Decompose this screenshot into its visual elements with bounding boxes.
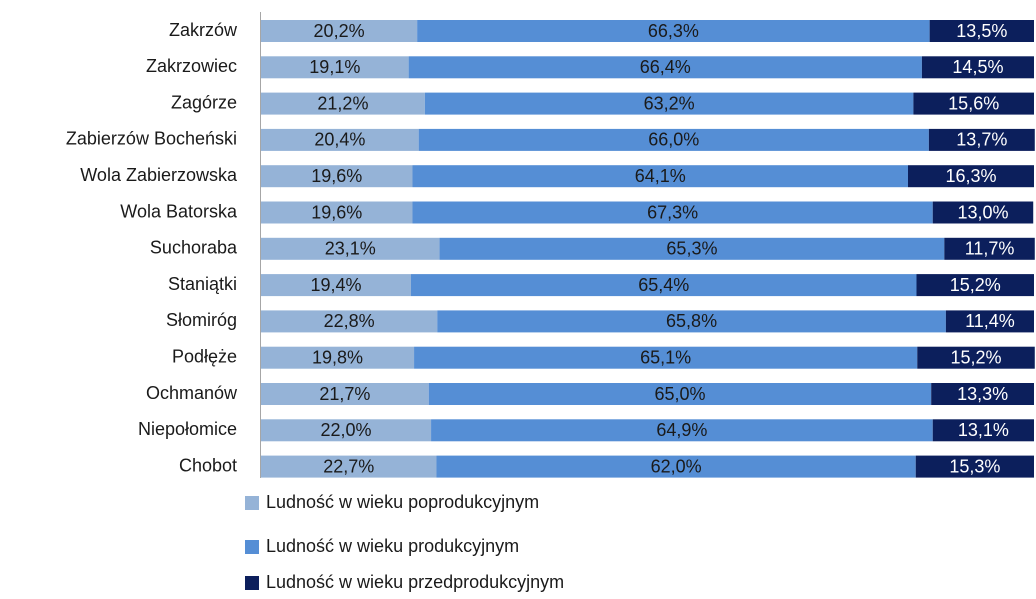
data-label: 22,0% bbox=[321, 420, 372, 440]
bar-segment bbox=[261, 165, 413, 188]
data-label: 11,4% bbox=[965, 311, 1015, 331]
bar-segment bbox=[412, 165, 909, 188]
data-label: 66,3% bbox=[648, 21, 699, 41]
data-label: 66,0% bbox=[648, 130, 699, 150]
data-label: 65,4% bbox=[638, 275, 689, 295]
data-label: 63,2% bbox=[644, 93, 695, 113]
data-label: 65,1% bbox=[640, 347, 691, 367]
data-label: 64,9% bbox=[656, 420, 707, 440]
data-label: 19,1% bbox=[309, 57, 360, 77]
data-label: 19,8% bbox=[312, 347, 363, 367]
bar-segment bbox=[913, 92, 1034, 115]
category-label: Wola Zabierzowska bbox=[80, 165, 238, 185]
data-label: 67,3% bbox=[647, 202, 698, 222]
bar-segment bbox=[261, 56, 409, 79]
bar-segment bbox=[917, 346, 1035, 369]
bar-segment bbox=[261, 455, 437, 478]
category-label: Staniątki bbox=[168, 274, 237, 294]
bar-segment bbox=[261, 346, 415, 369]
data-label: 14,5% bbox=[952, 57, 1003, 77]
bar-segment bbox=[417, 20, 930, 42]
bar-segment bbox=[931, 383, 1034, 405]
category-label: Podłęże bbox=[172, 346, 237, 366]
data-label: 20,2% bbox=[314, 21, 365, 41]
category-label: Suchoraba bbox=[150, 238, 238, 258]
data-label: 13,5% bbox=[956, 21, 1007, 41]
data-label: 15,6% bbox=[948, 93, 999, 113]
data-label: 22,7% bbox=[323, 456, 374, 476]
bar-segment bbox=[915, 455, 1034, 478]
bar-segment bbox=[261, 20, 418, 42]
bar-segment bbox=[261, 237, 440, 260]
category-label: Ochmanów bbox=[146, 383, 238, 403]
data-label: 15,2% bbox=[951, 347, 1002, 367]
legend-swatch bbox=[245, 576, 259, 590]
bar-segment bbox=[921, 56, 1034, 79]
data-label: 11,7% bbox=[965, 239, 1015, 259]
bar-segment bbox=[418, 128, 929, 151]
bar-segment bbox=[261, 201, 413, 224]
data-label: 20,4% bbox=[314, 130, 365, 150]
legend-label: Ludność w wieku przedprodukcyjnym bbox=[266, 572, 564, 592]
bar-segment bbox=[944, 237, 1035, 260]
data-label: 15,3% bbox=[949, 456, 1000, 476]
data-label: 23,1% bbox=[325, 239, 376, 259]
bar-segment bbox=[412, 201, 933, 224]
data-label: 19,6% bbox=[311, 202, 362, 222]
data-label: 21,2% bbox=[317, 93, 368, 113]
data-label: 21,7% bbox=[319, 384, 370, 404]
bar-segment bbox=[408, 56, 922, 79]
data-label: 65,3% bbox=[666, 239, 717, 259]
bar-segment bbox=[928, 128, 1035, 151]
bar-segment bbox=[908, 165, 1034, 188]
data-label: 66,4% bbox=[640, 57, 691, 77]
bar-segment bbox=[261, 419, 432, 442]
bar-segment bbox=[436, 455, 916, 478]
legend-swatch bbox=[245, 540, 259, 554]
bar-segment bbox=[261, 274, 411, 297]
legend-swatch bbox=[245, 496, 259, 510]
legend-label: Ludność w wieku produkcyjnym bbox=[266, 536, 519, 556]
bar-segment bbox=[437, 310, 946, 333]
bar-segment bbox=[945, 310, 1034, 333]
bar-segment bbox=[261, 128, 419, 151]
bar-segment bbox=[929, 20, 1034, 42]
category-label: Zabierzów Bocheński bbox=[66, 129, 237, 149]
bar-segment bbox=[916, 274, 1034, 297]
data-label: 13,7% bbox=[956, 130, 1007, 150]
bar-segment bbox=[410, 274, 917, 297]
bar-segment bbox=[439, 237, 945, 260]
bar-segment bbox=[431, 419, 933, 442]
bar-segment bbox=[932, 419, 1034, 442]
data-label: 65,8% bbox=[666, 311, 717, 331]
data-label: 22,8% bbox=[324, 311, 375, 331]
category-label: Chobot bbox=[179, 455, 237, 475]
category-label: Słomiróg bbox=[166, 310, 237, 330]
data-label: 13,0% bbox=[957, 202, 1008, 222]
data-label: 13,3% bbox=[957, 384, 1008, 404]
category-label: Zagórze bbox=[171, 92, 237, 112]
bar-segment bbox=[414, 346, 918, 369]
data-label: 13,1% bbox=[958, 420, 1009, 440]
category-label: Niepołomice bbox=[138, 419, 237, 439]
data-label: 62,0% bbox=[651, 456, 702, 476]
bar-segment bbox=[261, 310, 438, 333]
bar-segment bbox=[932, 201, 1034, 224]
bar-segment bbox=[261, 92, 425, 115]
category-label: Wola Batorska bbox=[120, 201, 238, 221]
data-label: 19,6% bbox=[311, 166, 362, 186]
data-label: 64,1% bbox=[635, 166, 686, 186]
legend-label: Ludność w wieku poprodukcyjnym bbox=[266, 492, 539, 512]
category-label: Zakrzów bbox=[169, 20, 238, 40]
bar-segment bbox=[424, 92, 914, 115]
data-label: 16,3% bbox=[945, 166, 996, 186]
bar-segment bbox=[261, 383, 429, 405]
data-label: 15,2% bbox=[950, 275, 1001, 295]
category-label: Zakrzowiec bbox=[146, 56, 237, 76]
data-label: 19,4% bbox=[310, 275, 361, 295]
data-label: 65,0% bbox=[654, 384, 705, 404]
bar-segment bbox=[428, 383, 932, 405]
